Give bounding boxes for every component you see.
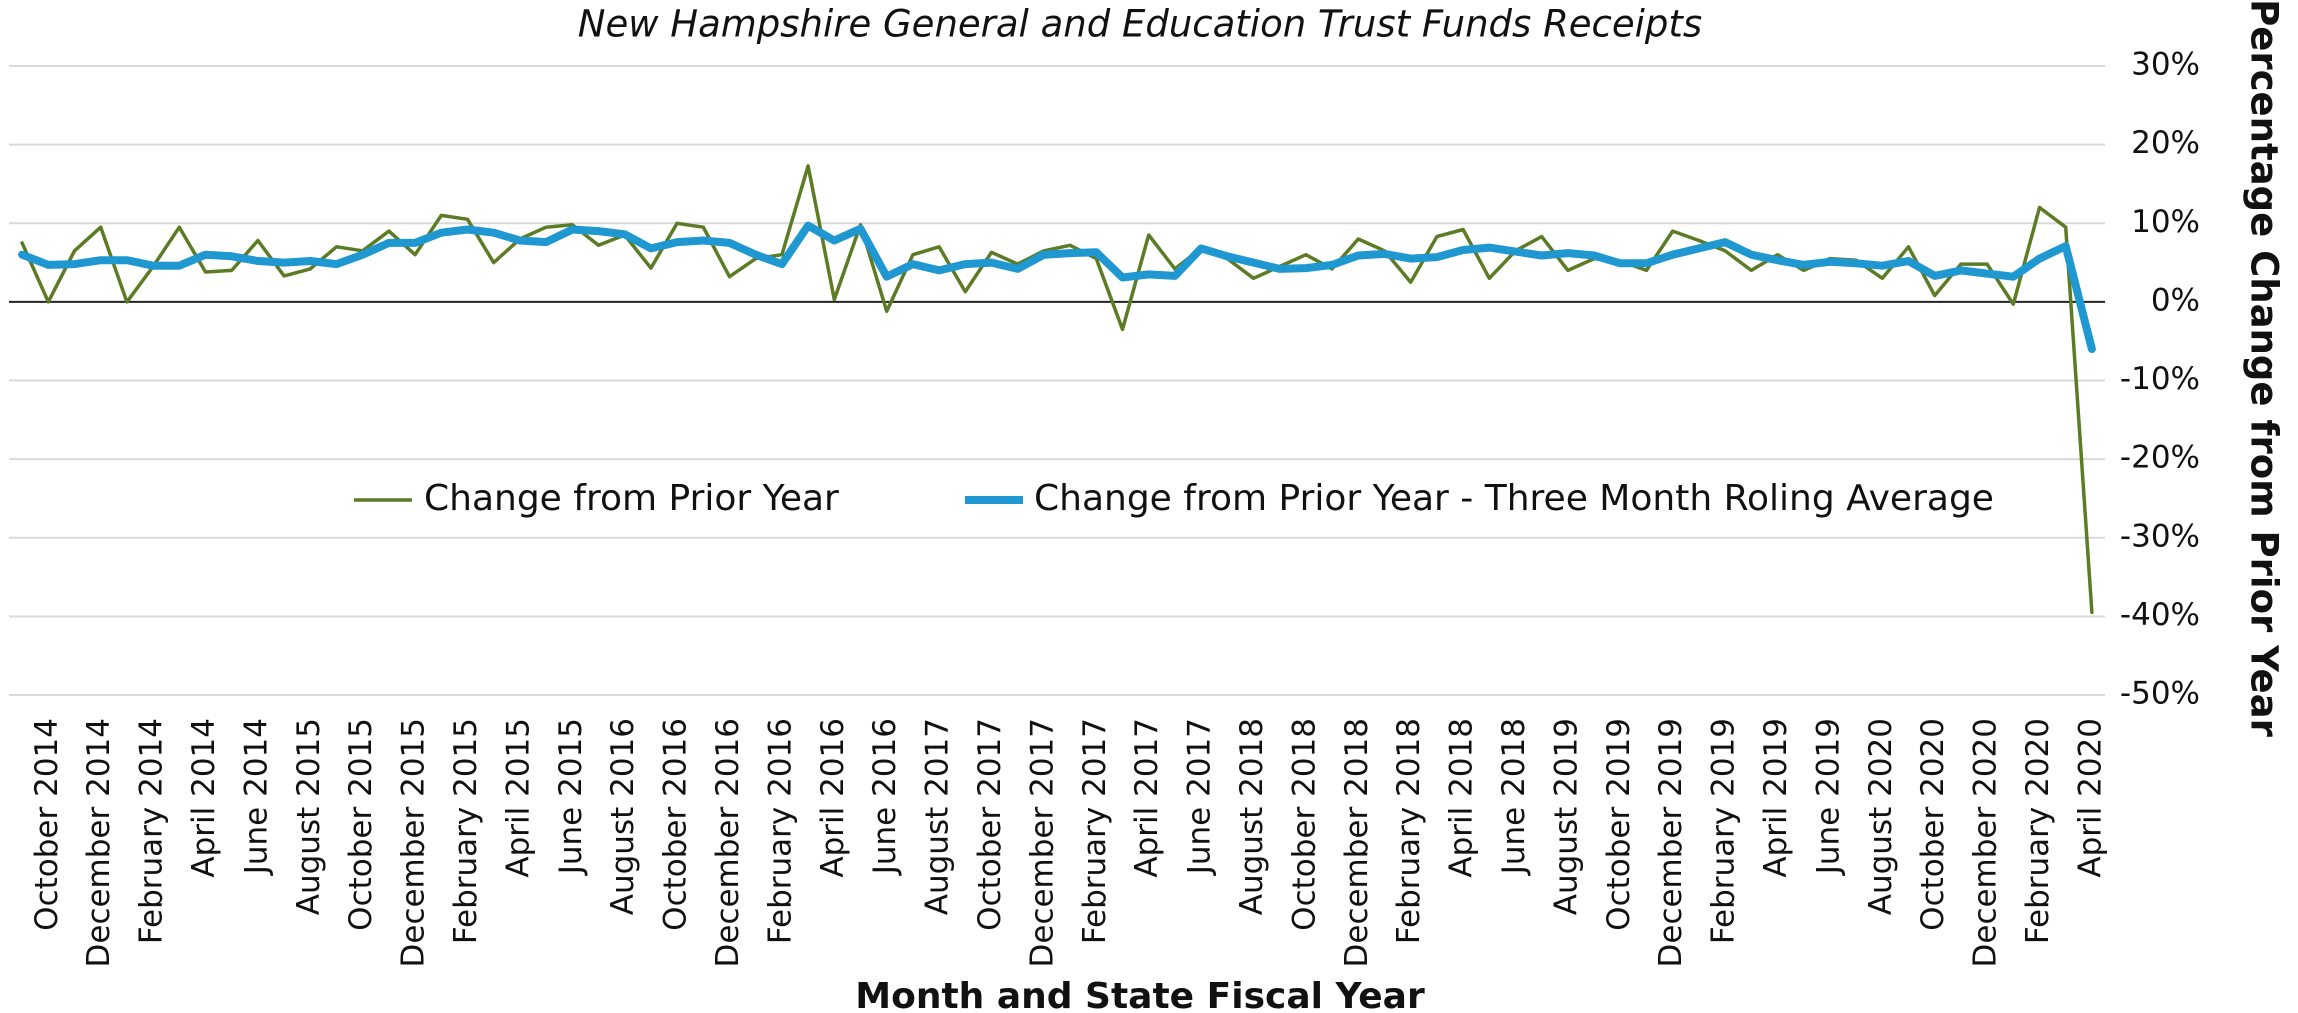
x-tick-label: October 2015 — [343, 718, 379, 931]
x-tick-label: February 2017 — [1077, 718, 1113, 944]
y-tick-label: -40% — [2120, 597, 2200, 633]
x-tick-label: October 2017 — [972, 718, 1008, 931]
x-tick-label: February 2020 — [2020, 718, 2056, 944]
y-tick-label: 30% — [2131, 47, 2200, 83]
y-tick-label: 0% — [2151, 282, 2200, 318]
x-tick-label: October 2018 — [1286, 718, 1322, 931]
x-tick-label: June 2014 — [238, 718, 274, 876]
y-tick-label: 10% — [2131, 204, 2200, 240]
x-tick-label: April 2019 — [1758, 718, 1794, 878]
x-tick-label: December 2020 — [1968, 718, 2004, 968]
x-tick-label: October 2014 — [29, 718, 65, 931]
chart-title: New Hampshire General and Education Trus… — [578, 3, 1702, 46]
x-tick-label: February 2016 — [762, 718, 798, 944]
x-tick-label: April 2017 — [1129, 718, 1165, 878]
x-tick-label: August 2017 — [920, 718, 956, 915]
x-tick-label: August 2016 — [605, 718, 641, 915]
y-tick-label: -50% — [2120, 676, 2200, 712]
x-tick-label: August 2018 — [1234, 718, 1270, 915]
x-tick-label: June 2018 — [1496, 718, 1532, 876]
x-tick-label: June 2016 — [867, 718, 903, 876]
y-tick-label: -10% — [2120, 361, 2200, 397]
x-tick-label: June 2015 — [553, 718, 589, 876]
x-tick-label: June 2017 — [1182, 718, 1218, 876]
x-tick-label: April 2018 — [1444, 718, 1480, 878]
x-tick-label: February 2014 — [134, 718, 170, 944]
x-tick-label: June 2019 — [1810, 718, 1846, 876]
x-axis-title: Month and State Fiscal Year — [855, 976, 1425, 1013]
y-tick-label: 20% — [2131, 125, 2200, 161]
series-line — [18, 221, 2096, 353]
x-tick-label: August 2019 — [1548, 718, 1584, 915]
x-tick-label: December 2017 — [1024, 718, 1060, 968]
x-tick-label: February 2018 — [1391, 718, 1427, 944]
x-tick-label: December 2018 — [1339, 718, 1375, 968]
x-tick-label: April 2015 — [500, 718, 536, 878]
y-tick-label: -20% — [2120, 440, 2200, 476]
x-tick-label: August 2020 — [1863, 718, 1899, 915]
x-tick-label: December 2019 — [1653, 718, 1689, 968]
x-tick-label: April 2020 — [2072, 718, 2108, 878]
x-tick-label: October 2019 — [1601, 718, 1637, 931]
x-tick-label: October 2016 — [658, 718, 694, 931]
series-line — [20, 164, 2094, 615]
x-tick-label: December 2014 — [81, 718, 117, 968]
x-tick-label: February 2019 — [1706, 718, 1742, 944]
x-tick-label: December 2015 — [396, 718, 432, 968]
legend-label: Change from Prior Year - Three Month Rol… — [1034, 478, 1994, 519]
legend-label: Change from Prior Year — [424, 478, 839, 519]
x-tick-label: December 2016 — [710, 718, 746, 968]
x-tick-label: April 2014 — [186, 718, 222, 878]
y-axis-title: Percentage Change from Prior Year — [2243, 0, 2286, 738]
x-tick-label: February 2015 — [448, 718, 484, 944]
x-tick-label: August 2015 — [291, 718, 327, 915]
x-tick-label: October 2020 — [1915, 718, 1951, 931]
y-tick-label: -30% — [2120, 518, 2200, 554]
x-tick-label: April 2016 — [815, 718, 851, 878]
